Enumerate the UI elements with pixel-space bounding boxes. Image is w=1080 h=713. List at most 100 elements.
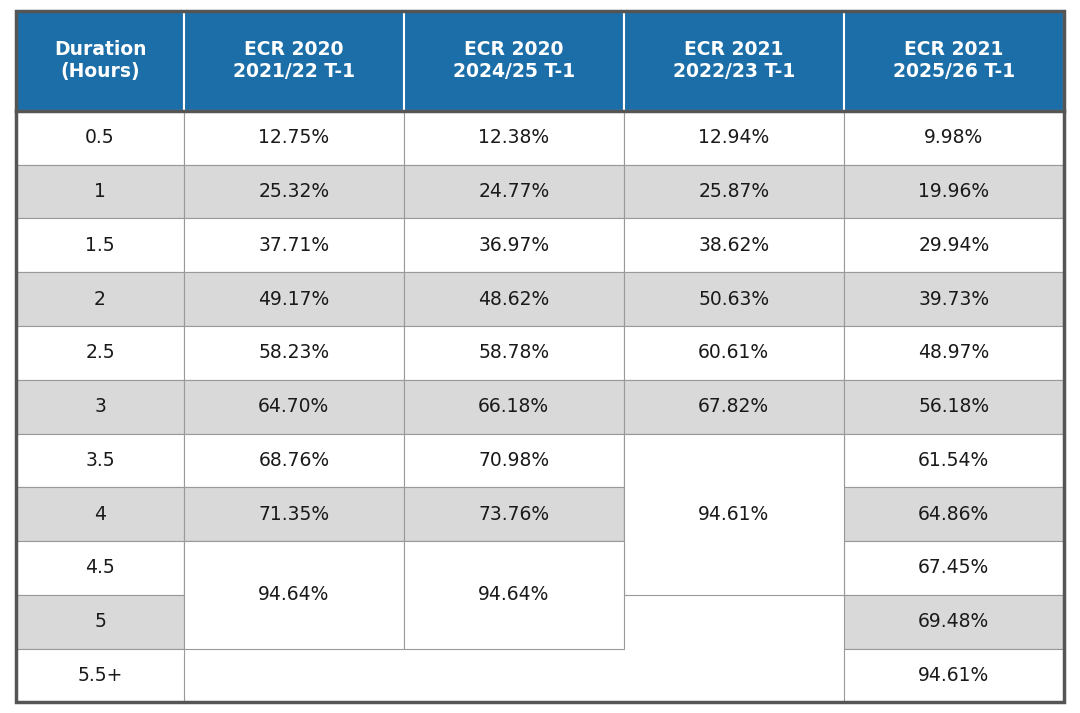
Text: 67.45%: 67.45% xyxy=(918,558,989,578)
Text: 48.62%: 48.62% xyxy=(478,289,550,309)
Text: 75.79%: 75.79% xyxy=(478,558,550,578)
Bar xyxy=(16,595,184,649)
Text: ECR 2021
2022/23 T-1: ECR 2021 2022/23 T-1 xyxy=(673,41,795,81)
Bar xyxy=(624,111,843,165)
Bar xyxy=(184,165,404,218)
Text: 94.61%: 94.61% xyxy=(698,505,769,523)
Bar xyxy=(16,487,184,541)
Text: 56.18%: 56.18% xyxy=(918,397,989,416)
Bar xyxy=(404,326,624,380)
Text: 74.84%: 74.84% xyxy=(698,505,769,523)
Bar xyxy=(16,380,184,434)
Bar xyxy=(624,218,843,272)
Text: 73.20%: 73.20% xyxy=(258,558,329,578)
Bar xyxy=(843,487,1064,541)
Text: 49.17%: 49.17% xyxy=(258,289,329,309)
Bar xyxy=(404,434,624,487)
Text: 19.96%: 19.96% xyxy=(918,182,989,201)
Bar xyxy=(843,434,1064,487)
Text: 64.70%: 64.70% xyxy=(258,397,329,416)
Text: 4: 4 xyxy=(94,505,106,523)
Bar xyxy=(843,380,1064,434)
Bar xyxy=(843,111,1064,165)
Text: 1: 1 xyxy=(94,182,106,201)
Text: 5: 5 xyxy=(94,612,106,631)
Text: 61.54%: 61.54% xyxy=(918,451,989,470)
Bar xyxy=(843,11,1064,111)
Bar xyxy=(404,380,624,434)
Bar xyxy=(184,11,404,111)
Bar xyxy=(16,326,184,380)
Text: 48.97%: 48.97% xyxy=(918,344,989,362)
Text: 50.63%: 50.63% xyxy=(699,289,769,309)
Bar xyxy=(184,541,404,649)
Bar xyxy=(16,165,184,218)
Text: 1.5: 1.5 xyxy=(85,236,114,255)
Bar xyxy=(184,326,404,380)
Bar xyxy=(16,541,184,595)
Bar xyxy=(843,272,1064,326)
Text: 0.5: 0.5 xyxy=(85,128,114,148)
Text: 25.32%: 25.32% xyxy=(258,182,329,201)
Text: 38.62%: 38.62% xyxy=(699,236,769,255)
Bar xyxy=(16,218,184,272)
Bar xyxy=(624,326,843,380)
Bar xyxy=(624,434,843,595)
Bar xyxy=(404,218,624,272)
Text: 37.71%: 37.71% xyxy=(258,236,329,255)
Text: 29.94%: 29.94% xyxy=(918,236,989,255)
Text: 5.5+: 5.5+ xyxy=(78,666,123,685)
Bar xyxy=(624,272,843,326)
Text: 58.78%: 58.78% xyxy=(478,344,550,362)
Text: 36.97%: 36.97% xyxy=(478,236,550,255)
Text: 94.61%: 94.61% xyxy=(918,666,989,685)
Text: 25.87%: 25.87% xyxy=(699,182,769,201)
Text: ECR 2020
2024/25 T-1: ECR 2020 2024/25 T-1 xyxy=(453,41,575,81)
Text: 66.18%: 66.18% xyxy=(478,397,550,416)
Bar xyxy=(843,326,1064,380)
Bar xyxy=(404,111,624,165)
Text: 12.94%: 12.94% xyxy=(698,128,769,148)
Bar xyxy=(184,218,404,272)
Bar xyxy=(404,272,624,326)
Bar xyxy=(184,487,404,541)
Bar xyxy=(184,380,404,434)
Text: 3.5: 3.5 xyxy=(85,451,114,470)
Bar xyxy=(404,541,624,595)
Bar xyxy=(184,272,404,326)
Text: 73.76%: 73.76% xyxy=(478,505,550,523)
Bar xyxy=(404,541,624,649)
Bar xyxy=(843,541,1064,595)
Bar xyxy=(184,541,404,595)
Text: 24.77%: 24.77% xyxy=(478,182,550,201)
Text: 9.98%: 9.98% xyxy=(924,128,984,148)
Text: ECR 2020
2021/22 T-1: ECR 2020 2021/22 T-1 xyxy=(233,41,355,81)
Text: 60.61%: 60.61% xyxy=(699,344,769,362)
Text: 69.48%: 69.48% xyxy=(918,612,989,631)
Bar xyxy=(16,434,184,487)
Text: 68.76%: 68.76% xyxy=(258,451,329,470)
Text: 12.75%: 12.75% xyxy=(258,128,329,148)
Bar xyxy=(16,11,184,111)
Text: 94.64%: 94.64% xyxy=(478,585,550,605)
Text: ECR 2021
2025/26 T-1: ECR 2021 2025/26 T-1 xyxy=(893,41,1015,81)
Text: 71.35%: 71.35% xyxy=(258,505,329,523)
Bar xyxy=(624,165,843,218)
Text: 4.5: 4.5 xyxy=(85,558,114,578)
Bar xyxy=(843,218,1064,272)
Bar xyxy=(404,11,624,111)
Text: 67.82%: 67.82% xyxy=(699,397,769,416)
Bar xyxy=(843,595,1064,649)
Bar xyxy=(16,649,184,702)
Text: 2.5: 2.5 xyxy=(85,344,114,362)
Bar xyxy=(404,165,624,218)
Bar xyxy=(624,434,843,487)
Text: 58.23%: 58.23% xyxy=(258,344,329,362)
Text: 3: 3 xyxy=(94,397,106,416)
Text: 94.64%: 94.64% xyxy=(258,585,329,605)
Bar xyxy=(184,434,404,487)
Bar xyxy=(624,487,843,541)
Bar xyxy=(404,487,624,541)
Bar xyxy=(184,111,404,165)
Text: 39.73%: 39.73% xyxy=(918,289,989,309)
